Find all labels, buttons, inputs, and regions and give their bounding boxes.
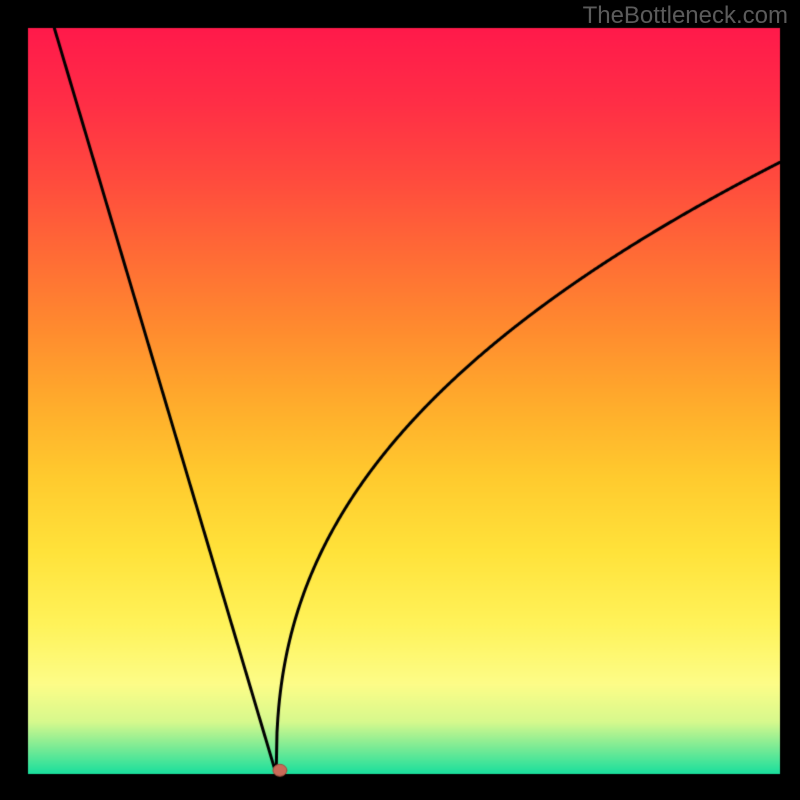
bottleneck-chart	[0, 0, 800, 800]
chart-stage: TheBottleneck.com	[0, 0, 800, 800]
